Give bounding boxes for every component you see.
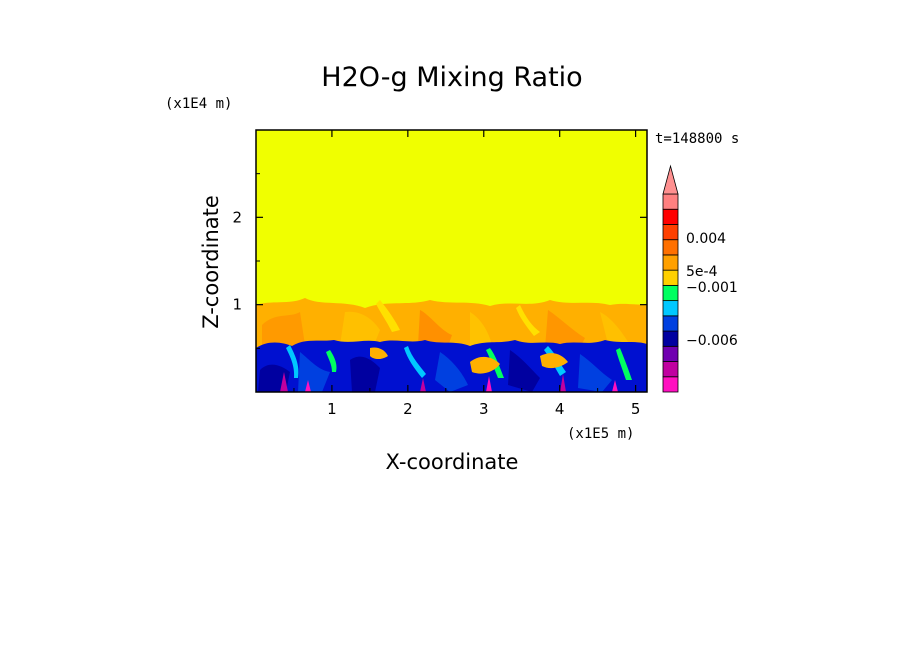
colorbar-swatch <box>662 315 679 332</box>
colorbar-swatch <box>662 239 679 256</box>
colorbar-label: −0.001 <box>686 280 738 296</box>
x-axis-label: X-coordinate <box>386 450 519 474</box>
heatmap-field <box>256 130 647 392</box>
x-tick-label: 2 <box>403 400 413 418</box>
colorbar-swatch <box>662 300 679 317</box>
x-scale-label: (x1E5 m) <box>567 426 634 442</box>
colorbar-swatch <box>662 361 679 378</box>
colorbar-swatch <box>662 345 679 362</box>
x-tick-label: 4 <box>555 400 565 418</box>
colorbar-label: 0.004 <box>686 231 726 247</box>
x-tick-label: 3 <box>479 400 489 418</box>
x-tick-label: 1 <box>327 400 337 418</box>
region-lower <box>256 340 647 392</box>
colorbar-label: 5e-4 <box>686 264 718 280</box>
colorbar-swatch <box>662 376 679 393</box>
colorbar-swatch <box>662 284 679 302</box>
y-axis-label: Z-coordinate <box>199 195 223 329</box>
colorbar-swatch <box>662 254 679 271</box>
colorbar-swatch <box>662 208 679 225</box>
colorbar-swatch <box>662 269 679 286</box>
colorbar-extend-arrow <box>662 164 679 195</box>
colorbar-swatch <box>662 193 679 210</box>
time-label: t=148800 s <box>655 131 739 147</box>
y-axis-ticks: 12 <box>232 173 647 349</box>
colorbar-label: −0.006 <box>686 333 738 349</box>
colorbar <box>662 164 679 393</box>
x-tick-label: 5 <box>631 400 641 418</box>
colorbar-labels: 0.004 5e-4−0.001 −0.006 <box>686 231 738 349</box>
colorbar-swatch <box>662 224 679 241</box>
y-tick-label: 2 <box>232 208 242 226</box>
x-axis-ticks: 1 2 3 4 5 <box>293 130 641 418</box>
colorbar-swatch <box>662 330 679 347</box>
y-tick-label: 1 <box>232 296 242 314</box>
y-scale-label: (x1E4 m) <box>165 96 232 112</box>
chart-title: H2O-g Mixing Ratio <box>321 62 582 93</box>
